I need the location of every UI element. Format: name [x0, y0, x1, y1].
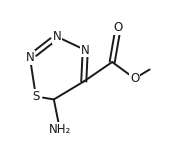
Text: N: N: [81, 44, 90, 57]
Text: N: N: [53, 30, 61, 43]
Text: O: O: [130, 72, 139, 85]
Text: NH₂: NH₂: [49, 123, 71, 136]
Text: O: O: [114, 21, 123, 34]
Text: S: S: [32, 90, 40, 103]
Text: N: N: [25, 51, 34, 64]
